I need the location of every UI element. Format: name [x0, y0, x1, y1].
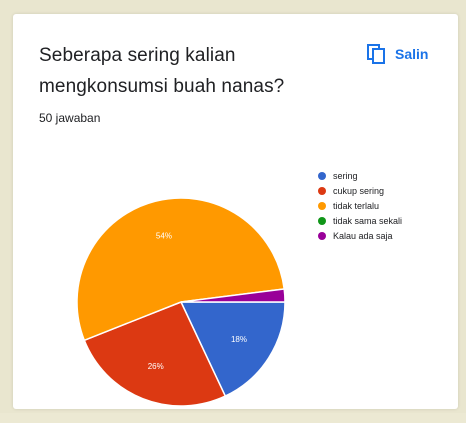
pie-slice-sering	[179, 301, 286, 398]
pie-slice-kalau-ada-saja	[180, 288, 286, 303]
legend-item-cukup-sering: cukup sering	[318, 183, 402, 198]
legend-label-cukup-sering: cukup sering	[333, 185, 385, 196]
bottom-strip	[0, 413, 466, 423]
response-count: 50 jawaban	[39, 111, 101, 125]
legend-label-tidak-sama-sekali: tidak sama sekali	[333, 215, 403, 226]
pie-label-tidak-terlalu: 54%	[156, 232, 172, 241]
legend-label-kalau-ada-saja: Kalau ada saja	[333, 230, 393, 241]
copy-button[interactable]: Salin	[367, 39, 428, 69]
question-card: Seberapa sering kalian mengkonsumsi buah…	[13, 14, 458, 409]
legend-item-tidak-terlalu: tidak terlalu	[318, 198, 402, 213]
legend-swatch-sering	[318, 171, 326, 180]
chart-legend: sering cukup sering tidak terlalu tidak sam…	[318, 168, 402, 243]
legend-label-tidak-terlalu: tidak terlalu	[333, 200, 380, 211]
pie-slice-tidak-terlalu	[76, 197, 286, 342]
question-title-line-2: mengkonsumsi buah nanas?	[39, 76, 285, 97]
legend-label-sering: sering	[333, 170, 358, 181]
copy-button-label: Salin	[395, 46, 429, 62]
legend-item-sering: sering	[318, 168, 402, 183]
legend-item-kalau-ada-saja: Kalau ada saja	[318, 228, 402, 243]
pie-slice-cukup-sering	[83, 301, 227, 407]
question-title-line-1: Seberapa sering kalian	[39, 45, 236, 66]
pie-chart: 18% 26% 54%	[76, 197, 286, 407]
pie-label-cukup-sering: 26%	[148, 362, 164, 371]
legend-item-tidak-sama-sekali: tidak sama sekali	[318, 213, 402, 228]
legend-swatch-tidak-terlalu	[318, 201, 326, 210]
copy-icon	[367, 44, 385, 64]
legend-swatch-tidak-sama-sekali	[318, 216, 326, 225]
legend-swatch-cukup-sering	[318, 186, 326, 195]
legend-swatch-kalau-ada-saja	[318, 231, 326, 240]
pie-label-sering: 18%	[231, 335, 247, 344]
question-title: Seberapa sering kalian mengkonsumsi buah…	[39, 40, 339, 102]
